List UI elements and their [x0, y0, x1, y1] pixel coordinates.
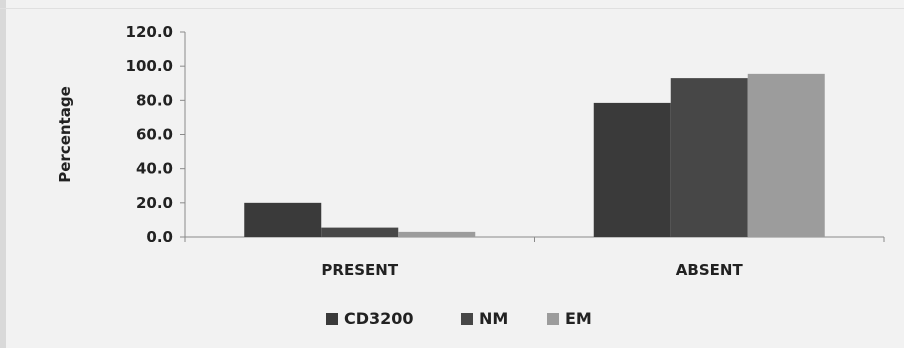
y-tick-label: 100.0: [126, 57, 173, 75]
legend-label-em: EM: [565, 309, 592, 328]
y-tick-label: 120.0: [126, 23, 173, 41]
y-tick-label: 20.0: [136, 194, 173, 212]
y-tick-label: 40.0: [136, 160, 173, 178]
y-tick-label: 80.0: [136, 91, 173, 109]
bar-nm-absent: [670, 78, 748, 237]
y-axis-title: Percentage: [56, 86, 74, 183]
bar-nm-present: [321, 227, 399, 237]
y-tick-label: 60.0: [136, 126, 173, 144]
bar-cd3200-absent: [593, 102, 671, 237]
legend-swatch-em: [547, 313, 559, 325]
legend: CD3200 NM EM: [326, 309, 592, 328]
legend-swatch-cd3200: [326, 313, 338, 325]
bars: [244, 73, 825, 238]
page-edge: [0, 0, 6, 348]
legend-label-nm: NM: [479, 309, 508, 328]
bar-em-present: [398, 231, 476, 237]
bar-em-absent: [747, 73, 825, 238]
x-category-label: ABSENT: [676, 261, 744, 279]
x-category-label: PRESENT: [321, 261, 398, 279]
bar-cd3200-present: [244, 202, 322, 237]
y-tick-label: 0.0: [146, 228, 173, 246]
labels: 0.0 20.0 40.0 60.0 80.0 100.0 120.0 PRESENT ABSE…: [56, 23, 743, 279]
legend-label-cd3200: CD3200: [344, 309, 414, 328]
legend-swatch-nm: [461, 313, 473, 325]
top-border: [0, 8, 904, 9]
